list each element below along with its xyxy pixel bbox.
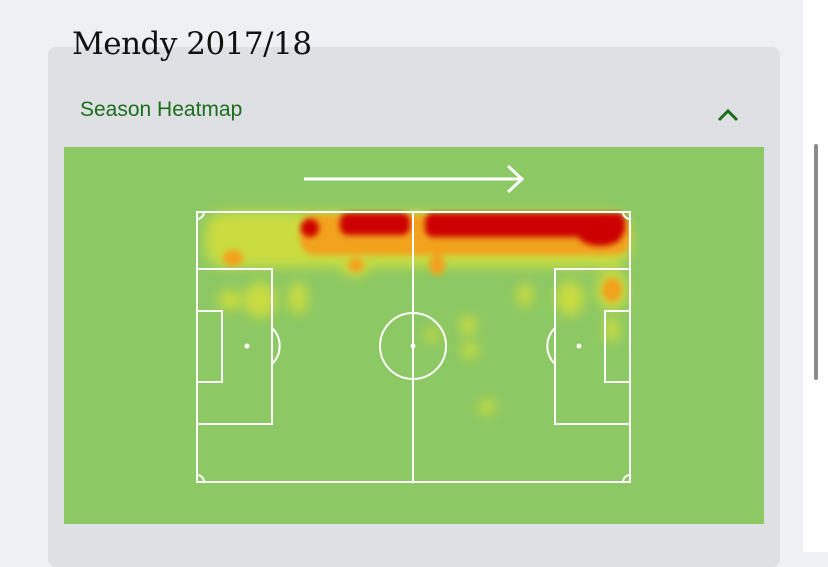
panel-title[interactable]: Season Heatmap (80, 98, 243, 121)
heatmap (64, 147, 764, 524)
page: Mendy 2017/18 Season Heatmap (48, 0, 828, 567)
heat (205, 212, 630, 415)
scrollbar[interactable] (814, 144, 818, 380)
page-title: Mendy 2017/18 (72, 26, 312, 62)
collapse-chevron[interactable] (716, 106, 740, 124)
